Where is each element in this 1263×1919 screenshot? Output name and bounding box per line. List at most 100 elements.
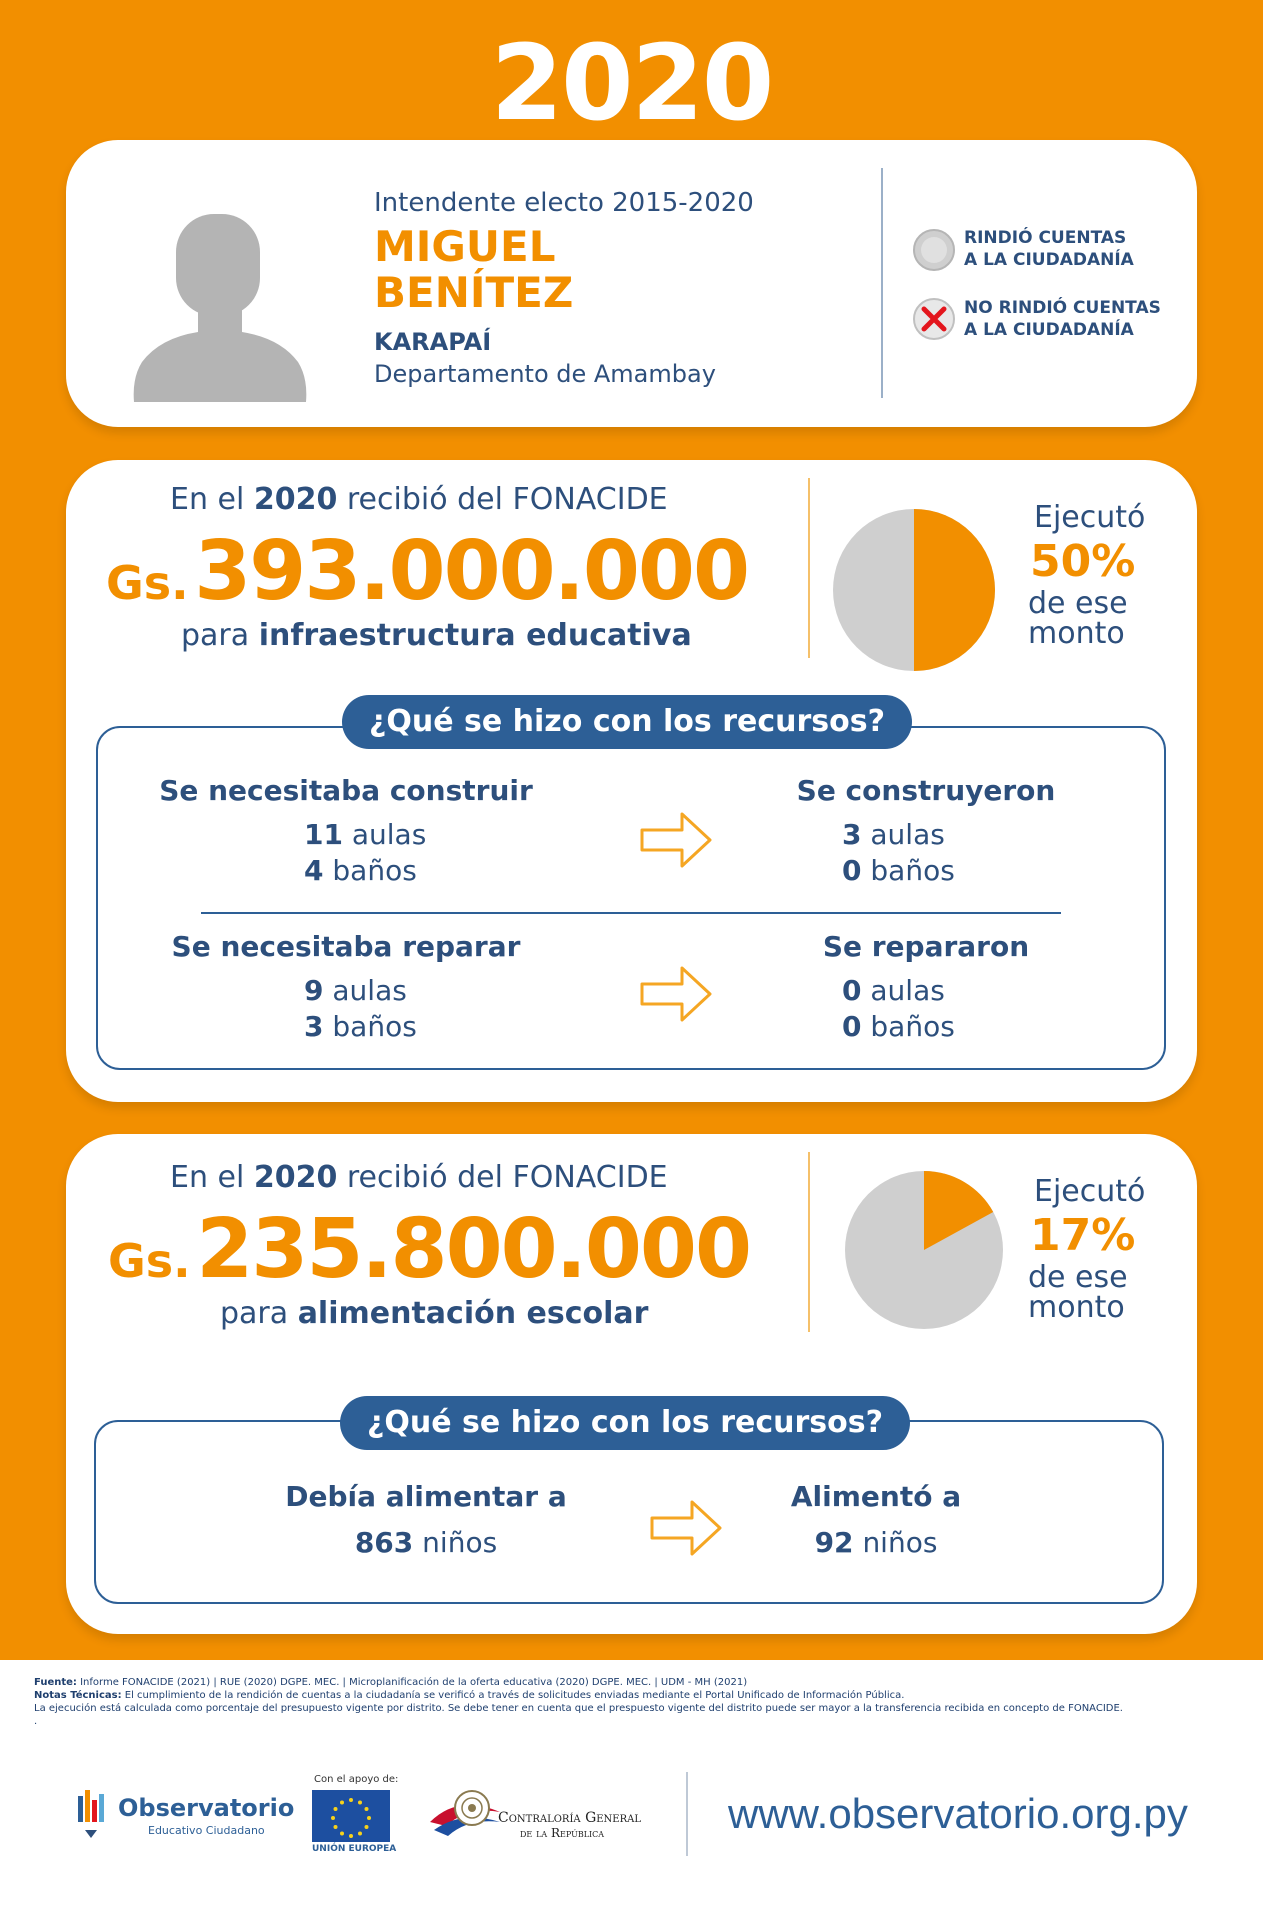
food-executed-label: Ejecutó: [1034, 1174, 1146, 1209]
infra-intro-year: 2020: [253, 482, 338, 517]
need-repair-aulas-unit: aulas: [332, 974, 407, 1007]
need-build-title: Se necesitaba construir: [159, 774, 533, 807]
built-aulas: 3 aulas: [842, 818, 945, 851]
food-purpose: alimentación escolar: [297, 1296, 649, 1331]
should-feed-unit: niños: [422, 1526, 498, 1559]
contraloria-seal-icon: [430, 1790, 500, 1836]
infra-purpose-row: para infraestructura educativa: [181, 618, 692, 653]
legend-rendered-2: A LA CIUDADANÍA: [964, 250, 1134, 270]
contraloria-line2: de la República: [520, 1826, 605, 1840]
infra-currency: Gs.: [106, 556, 189, 610]
notas-label: Notas Técnicas:: [34, 1690, 122, 1701]
repaired-aulas-unit: aulas: [870, 974, 945, 1007]
food-executed-suffix-2: monto: [1028, 1290, 1125, 1325]
infra-purpose: infraestructura educativa: [258, 618, 692, 653]
infra-intro: En el 2020 recibió del FONACIDE: [170, 482, 668, 517]
contraloria-line1: Contraloría General: [498, 1810, 641, 1826]
notas-line: Notas Técnicas: El cumplimiento de la re…: [34, 1689, 1234, 1702]
repaired-aulas: 0 aulas: [842, 974, 945, 1007]
need-build-aulas: 11 aulas: [304, 818, 426, 851]
grey-circle-icon: [913, 229, 955, 271]
infra-executed-pct: 50%: [1030, 536, 1136, 587]
legend-rendered-1: RINDIÓ CUENTAS: [964, 228, 1127, 248]
support-label: Con el apoyo de:: [314, 1774, 399, 1785]
district-text: KARAPAÍ: [374, 328, 492, 356]
need-build-aulas-n: 11: [304, 818, 343, 851]
need-repair-aulas: 9 aulas: [304, 974, 407, 1007]
should-feed-count: 863 niños: [306, 1526, 546, 1559]
legend-not-rendered-2: A LA CIUDADANÍA: [964, 320, 1134, 340]
fuente-line: Fuente: Informe FONACIDE (2021) | RUE (2…: [34, 1676, 1234, 1689]
repaired-banos-n: 0: [842, 1010, 862, 1043]
built-banos: 0 baños: [842, 854, 955, 887]
repaired-banos: 0 baños: [842, 1010, 955, 1043]
infra-pie-executed-slice: [914, 509, 995, 671]
should-feed-title: Debía alimentar a: [285, 1480, 567, 1513]
infra-question-pill: ¿Qué se hizo con los recursos?: [342, 695, 912, 749]
observatorio-logo-sub: Educativo Ciudadano: [148, 1824, 265, 1837]
infra-amount: 393.000.000: [194, 524, 750, 619]
infra-intro-post: recibió del FONACIDE: [337, 482, 668, 517]
need-repair-banos-unit: baños: [332, 1010, 417, 1043]
repaired-banos-unit: baños: [870, 1010, 955, 1043]
need-build-banos-unit: baños: [332, 854, 417, 887]
infra-amount-row: Gs. 393.000.000: [106, 524, 750, 619]
infra-executed-suffix-2: monto: [1028, 616, 1125, 651]
row-separator: [201, 912, 1061, 914]
need-repair-banos-n: 3: [304, 1010, 324, 1043]
food-amount-row: Gs. 235.800.000: [108, 1202, 752, 1297]
food-pie-executed-slice: [924, 1171, 994, 1250]
footer-notes: Fuente: Informe FONACIDE (2021) | RUE (2…: [34, 1676, 1234, 1728]
built-aulas-n: 3: [842, 818, 862, 851]
name-last: BENÍTEZ: [374, 268, 574, 317]
need-build-banos-n: 4: [304, 854, 324, 887]
role-text: Intendente electo 2015-2020: [374, 188, 754, 218]
year-title: 2020: [490, 22, 774, 144]
arrow-right-icon: [640, 966, 712, 1022]
person-silhouette-icon: [133, 214, 307, 402]
fed-unit: niños: [862, 1526, 938, 1559]
food-intro-post: recibió del FONACIDE: [337, 1160, 668, 1195]
should-feed-n: 863: [354, 1526, 414, 1559]
infra-card: En el 2020 recibió del FONACIDE Gs. 393.…: [66, 460, 1197, 1102]
food-purpose-pre: para: [220, 1296, 298, 1331]
infra-divider: [808, 478, 810, 658]
fed-count: 92 niños: [746, 1526, 1006, 1559]
fuente-label: Fuente:: [34, 1677, 77, 1688]
notas-line-2: La ejecución está calculada como porcent…: [34, 1703, 1123, 1714]
need-build-aulas-unit: aulas: [351, 818, 427, 851]
built-title: Se construyeron: [796, 774, 1056, 807]
food-amount: 235.800.000: [196, 1202, 752, 1297]
fed-title: Alimentó a: [790, 1480, 962, 1513]
food-card: En el 2020 recibió del FONACIDE Gs. 235.…: [66, 1134, 1197, 1634]
observatorio-logo-title: Observatorio: [118, 1794, 295, 1822]
divider: [881, 168, 883, 398]
food-pie-chart: [845, 1171, 1003, 1329]
notas-text: El cumplimiento de la rendición de cuent…: [121, 1690, 905, 1701]
food-intro-year: 2020: [253, 1160, 338, 1195]
profile-card: Intendente electo 2015-2020 MIGUEL BENÍT…: [66, 140, 1197, 427]
infra-executed-label: Ejecutó: [1034, 500, 1146, 535]
food-divider: [808, 1152, 810, 1332]
food-executed-pct: 17%: [1030, 1210, 1136, 1261]
built-banos-n: 0: [842, 854, 862, 887]
eu-label: UNIÓN EUROPEA: [312, 1844, 397, 1854]
infra-purpose-pre: para: [181, 618, 259, 653]
food-executed-suffix-1: de ese: [1028, 1260, 1128, 1295]
food-intro-pre: En el: [170, 1160, 254, 1195]
need-build-banos: 4 baños: [304, 854, 417, 887]
red-x-circle-icon: [913, 298, 955, 340]
infra-intro-pre: En el: [170, 482, 254, 517]
department-text: Departamento de Amambay: [374, 360, 716, 388]
name-first: MIGUEL: [374, 222, 556, 271]
notas-line-3: .: [34, 1716, 38, 1727]
food-currency: Gs.: [108, 1234, 191, 1288]
website-link[interactable]: www.observatorio.org.py: [728, 1790, 1188, 1837]
infra-pie-chart: [833, 509, 995, 671]
food-question-pill: ¿Qué se hizo con los recursos?: [340, 1396, 910, 1450]
built-banos-unit: baños: [870, 854, 955, 887]
built-aulas-unit: aulas: [870, 818, 945, 851]
need-repair-banos: 3 baños: [304, 1010, 417, 1043]
arrow-right-icon: [640, 812, 712, 868]
repaired-aulas-n: 0: [842, 974, 862, 1007]
